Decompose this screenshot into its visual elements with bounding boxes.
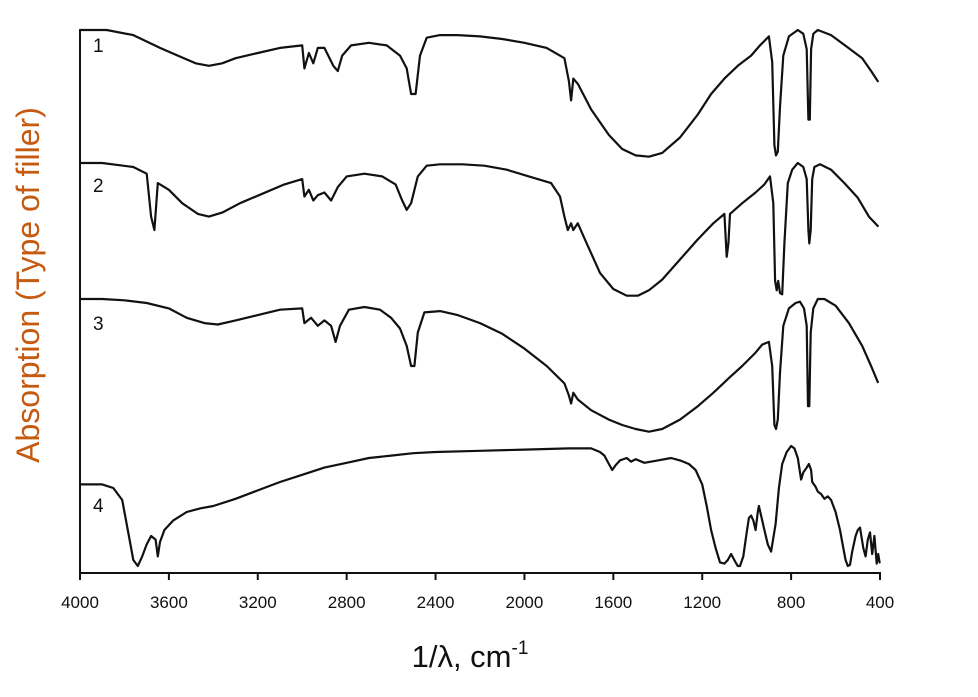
x-tick-label: 3600: [150, 593, 188, 612]
x-axis-title-main: 1/λ, cm: [412, 639, 512, 674]
x-tick-label: 3200: [239, 593, 277, 612]
x-axis-title-exponent: -1: [512, 638, 529, 659]
x-tick-label: 2800: [328, 593, 366, 612]
spectrum-line-2: [78, 161, 879, 297]
spectrum-line-4: [78, 444, 881, 568]
x-tick-label: 1600: [594, 593, 632, 612]
x-tick-label: 2400: [417, 593, 455, 612]
spectrum-line-1: [78, 28, 879, 158]
x-axis-title: 1/λ, cm-1: [412, 638, 529, 674]
series-label-2: 2: [93, 176, 104, 197]
spectrum-line-3: [78, 297, 879, 433]
x-tick-label: 4000: [61, 593, 99, 612]
x-tick-label: 800: [777, 593, 805, 612]
series-label-1: 1: [93, 36, 104, 57]
x-tick-label: 1200: [683, 593, 721, 612]
x-tick-label: 400: [866, 593, 894, 612]
x-tick-label: 2000: [506, 593, 544, 612]
series-label-4: 4: [93, 496, 104, 517]
series-label-3: 3: [93, 314, 104, 335]
y-axis-title: Absorption (Type of filler): [10, 107, 46, 463]
